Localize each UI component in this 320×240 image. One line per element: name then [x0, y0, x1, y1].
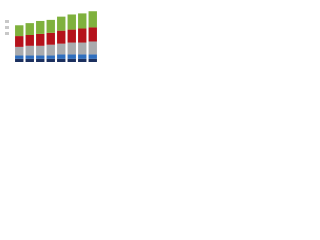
- bar-segment: [67, 58, 76, 62]
- side-icon[interactable]: [5, 20, 9, 23]
- bar-segment: [88, 54, 97, 59]
- bar-segment: [25, 23, 34, 35]
- bar-segment: [36, 20, 45, 34]
- bar-segment: [57, 30, 66, 44]
- bar-segment: [46, 58, 55, 62]
- page: (() => { const data = JSON.parse(documen…: [0, 0, 320, 71]
- bar-segment: [25, 55, 34, 59]
- bar-segment: [15, 55, 24, 59]
- bar-segment: [88, 11, 97, 28]
- bar-segment: [88, 27, 97, 42]
- bar-segment: [46, 44, 55, 56]
- bar-segment: [57, 16, 66, 31]
- bar-segment: [78, 42, 87, 55]
- bar-segment: [36, 33, 45, 46]
- bar-segment: [25, 45, 34, 56]
- bar-segment: [78, 58, 87, 62]
- bar-segment: [15, 25, 24, 37]
- bar-segment: [25, 35, 34, 46]
- bar-segment: [67, 54, 76, 59]
- bar-segment: [15, 58, 24, 62]
- bar-segment: [78, 13, 87, 29]
- bar-segment: [36, 45, 45, 56]
- bar-segment: [67, 29, 76, 43]
- bar-segment: [57, 43, 66, 55]
- side-icon[interactable]: [5, 26, 9, 29]
- bar-segment: [15, 36, 24, 47]
- bar-segment: [46, 32, 55, 45]
- side-icon[interactable]: [5, 32, 9, 35]
- bar-segment: [36, 55, 45, 59]
- bar-segment: [78, 28, 87, 43]
- bar-segment: [46, 55, 55, 59]
- chart: [5, 11, 97, 62]
- bar-segment: [57, 54, 66, 59]
- bar-segment: [67, 14, 76, 30]
- bar-segment: [25, 58, 34, 62]
- bar-segment: [46, 19, 55, 33]
- bar-segment: [67, 42, 76, 55]
- bar-segment: [88, 58, 97, 62]
- bar-segment: [78, 54, 87, 59]
- bar-segment: [57, 58, 66, 62]
- bar-segment: [15, 46, 24, 56]
- bar-segment: [36, 58, 45, 62]
- bar-segment: [88, 41, 97, 55]
